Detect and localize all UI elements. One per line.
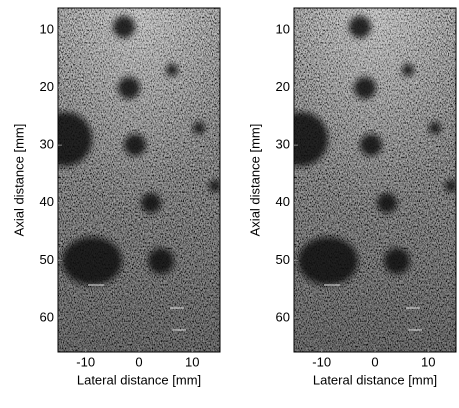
y-tick-label: 40 <box>276 194 290 209</box>
y-axis-label: Axial distance [mm] <box>11 124 26 237</box>
y-tick-label: 10 <box>40 21 54 36</box>
y-tick-label: 20 <box>276 79 290 94</box>
y-tick-label: 30 <box>40 137 54 152</box>
panel: -10 0 10 10 20 30 40 50 60 Lateral distance [mm] A… <box>247 8 457 387</box>
x-axis-label: Lateral distance [mm] <box>313 372 437 387</box>
y-axis-label: Axial distance [mm] <box>247 124 262 237</box>
x-tick-label: -10 <box>312 354 331 369</box>
y-tick-label: 30 <box>276 137 290 152</box>
y-tick-label: 40 <box>40 194 54 209</box>
ultrasound-image <box>38 8 221 352</box>
x-tick-label: 10 <box>185 354 199 369</box>
x-tick-label: 0 <box>135 354 142 369</box>
y-tick-label: 50 <box>276 252 290 267</box>
x-tick-label: 10 <box>421 354 435 369</box>
x-tick-label: -10 <box>76 354 95 369</box>
y-tick-label: 20 <box>40 79 54 94</box>
x-axis-label: Lateral distance [mm] <box>77 372 201 387</box>
x-tick-label: 0 <box>371 354 378 369</box>
y-tick-label: 60 <box>276 309 290 324</box>
panel: -10 0 10 10 20 30 40 50 60 Lateral distance [mm] A… <box>11 8 221 387</box>
y-tick-label: 10 <box>276 21 290 36</box>
ultrasound-image <box>274 8 457 352</box>
y-tick-label: 50 <box>40 252 54 267</box>
y-tick-label: 60 <box>40 309 54 324</box>
